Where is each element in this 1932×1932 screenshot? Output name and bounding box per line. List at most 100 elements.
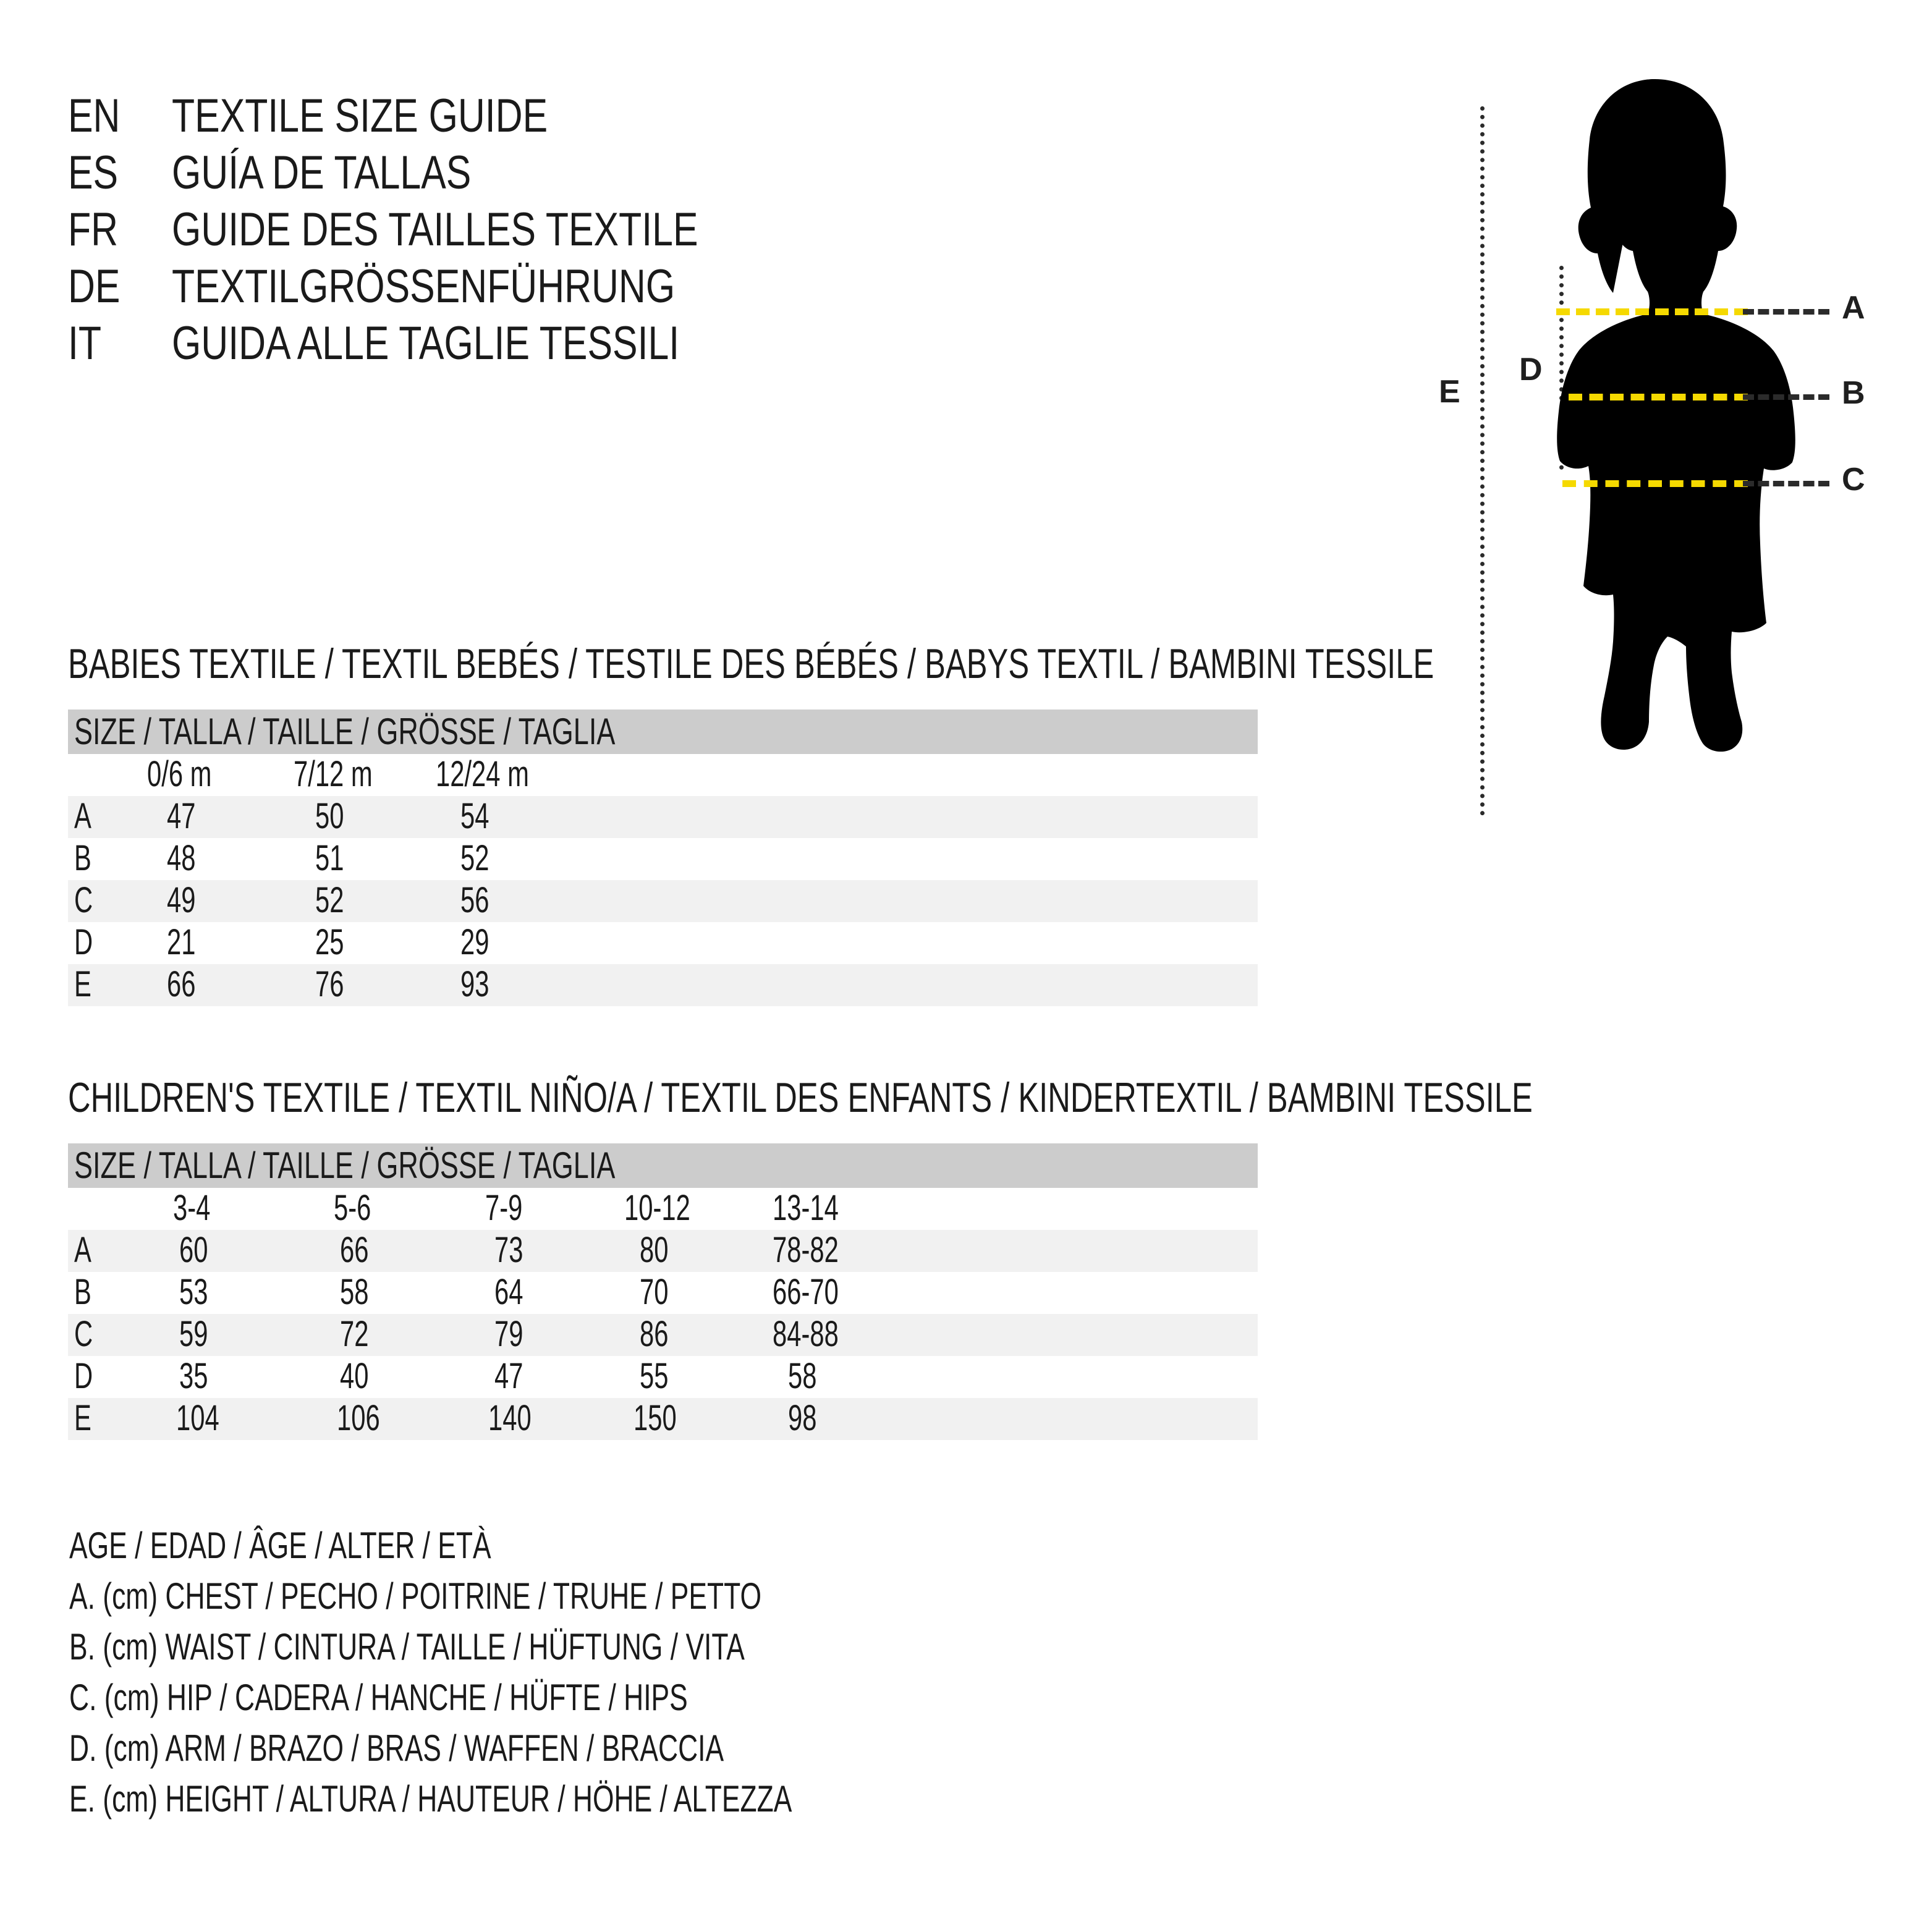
children-cell-a-0: 60 [179, 1230, 208, 1270]
children-cell-e-2: 140 [488, 1398, 532, 1438]
legend-item-d: D. (cm) ARM / BRAZO / BRAS / WAFFEN / BR… [69, 1727, 724, 1769]
language-row-fr: FR GUIDE DES TAILLES TEXTILE [68, 206, 1242, 263]
babies-size-table: SIZE / TALLA / TAILLE / GRÖSSE / TAGLIA … [68, 710, 1258, 1006]
marker-label-d: D [1519, 352, 1543, 388]
language-title-en: TEXTILE SIZE GUIDE [172, 90, 548, 142]
table-row: A 47 50 54 [68, 796, 1258, 838]
babies-cell-b-0: 48 [167, 838, 196, 878]
babies-column-header-row: 0/6 m 7/12 m 12/24 m [68, 754, 1258, 796]
children-cell-b-2: 64 [494, 1272, 523, 1312]
children-cell-d-0: 35 [179, 1356, 208, 1396]
table-row: E 104 106 140 150 98 [68, 1398, 1258, 1440]
children-cell-e-1: 106 [337, 1398, 380, 1438]
language-code-es: ES [68, 146, 119, 199]
children-size-table: SIZE / TALLA / TAILLE / GRÖSSE / TAGLIA … [68, 1143, 1258, 1440]
children-cell-a-2: 73 [494, 1230, 523, 1270]
children-cell-c-2: 79 [494, 1314, 523, 1354]
children-cell-d-4: 58 [788, 1356, 817, 1396]
children-column-header-row: 3-4 5-6 7-9 10-12 13-14 [68, 1188, 1258, 1230]
language-row-de: DE TEXTILGRÖSSENFÜHRUNG [68, 263, 1242, 320]
height-reference-line [1480, 106, 1485, 816]
babies-cell-d-0: 21 [167, 922, 196, 962]
children-row-label-d: D [74, 1356, 93, 1396]
marker-label-e: E [1439, 374, 1460, 410]
babies-cell-e-2: 93 [460, 964, 489, 1004]
child-silhouette-icon [1557, 79, 1795, 752]
waist-leader-line [1743, 394, 1829, 400]
children-cell-e-3: 150 [633, 1398, 677, 1438]
language-title-de: TEXTILGRÖSSENFÜHRUNG [172, 260, 676, 313]
babies-cell-c-0: 49 [167, 880, 196, 920]
children-row-label-a: A [74, 1230, 91, 1270]
babies-cell-c-2: 56 [460, 880, 489, 920]
children-cell-d-3: 55 [640, 1356, 669, 1396]
children-cell-c-4: 84-88 [773, 1314, 839, 1354]
language-code-en: EN [68, 90, 121, 142]
children-col-head-1: 5-6 [334, 1188, 371, 1228]
table-row: B 48 51 52 [68, 838, 1258, 880]
children-cell-b-4: 66-70 [773, 1272, 839, 1312]
children-col-head-0: 3-4 [173, 1188, 211, 1228]
children-cell-d-2: 47 [494, 1356, 523, 1396]
children-row-label-e: E [74, 1398, 91, 1438]
language-row-es: ES GUÍA DE TALLAS [68, 150, 1242, 206]
children-cell-b-1: 58 [340, 1272, 369, 1312]
legend-item-e: E. (cm) HEIGHT / ALTURA / HAUTEUR / HÖHE… [69, 1778, 792, 1820]
chest-leader-line [1743, 309, 1829, 315]
table-row: E 66 76 93 [68, 964, 1258, 1006]
children-col-head-3: 10-12 [624, 1188, 690, 1228]
babies-size-header-label: SIZE / TALLA / TAILLE / GRÖSSE / TAGLIA [74, 711, 616, 752]
children-cell-e-4: 98 [788, 1398, 817, 1438]
babies-cell-d-2: 29 [460, 922, 489, 962]
legend-item-b: B. (cm) WAIST / CINTURA / TAILLE / HÜFTU… [69, 1626, 745, 1667]
babies-cell-b-2: 52 [460, 838, 489, 878]
hip-leader-line [1743, 481, 1829, 486]
children-cell-b-3: 70 [640, 1272, 669, 1312]
children-col-head-2: 7-9 [485, 1188, 523, 1228]
language-title-es: GUÍA DE TALLAS [172, 146, 472, 199]
babies-size-header-bar: SIZE / TALLA / TAILLE / GRÖSSE / TAGLIA [68, 710, 1258, 754]
legend-heading: AGE / EDAD / ÂGE / ALTER / ETÀ [69, 1525, 491, 1566]
children-cell-c-0: 59 [179, 1314, 208, 1354]
children-cell-d-1: 40 [340, 1356, 369, 1396]
children-cell-e-0: 104 [176, 1398, 219, 1438]
babies-cell-c-1: 52 [315, 880, 344, 920]
children-size-header-bar: SIZE / TALLA / TAILLE / GRÖSSE / TAGLIA [68, 1143, 1258, 1188]
babies-col-head-1: 7/12 m [294, 754, 373, 794]
babies-cell-e-0: 66 [167, 964, 196, 1004]
language-row-en: EN TEXTILE SIZE GUIDE [68, 93, 1242, 150]
babies-cell-a-2: 54 [460, 796, 489, 836]
babies-col-head-0: 0/6 m [147, 754, 212, 794]
language-header-block: EN TEXTILE SIZE GUIDE ES GUÍA DE TALLAS … [68, 93, 1242, 377]
table-row: D 35 40 47 55 58 [68, 1356, 1258, 1398]
babies-row-label-c: C [74, 880, 93, 920]
table-row: A 60 66 73 80 78-82 [68, 1230, 1258, 1272]
table-row: D 21 25 29 [68, 922, 1258, 964]
measurement-diagram: A B C D E [1409, 74, 1904, 816]
children-cell-a-4: 78-82 [773, 1230, 839, 1270]
children-section-title: CHILDREN'S TEXTILE / TEXTIL NIÑO/A / TEX… [68, 1074, 1533, 1121]
waist-measure-line [1569, 394, 1748, 400]
babies-cell-e-1: 76 [315, 964, 344, 1004]
measurement-legend: AGE / EDAD / ÂGE / ALTER / ETÀ A. (cm) C… [69, 1527, 1046, 1831]
language-code-fr: FR [68, 203, 119, 256]
marker-label-c: C [1842, 462, 1865, 498]
hip-measure-line [1562, 480, 1748, 487]
children-row-label-c: C [74, 1314, 93, 1354]
babies-cell-b-1: 51 [315, 838, 344, 878]
children-cell-a-3: 80 [640, 1230, 669, 1270]
marker-label-b: B [1842, 375, 1865, 411]
children-size-header-label: SIZE / TALLA / TAILLE / GRÖSSE / TAGLIA [74, 1145, 616, 1186]
chest-measure-line [1556, 308, 1748, 315]
children-cell-b-0: 53 [179, 1272, 208, 1312]
children-row-label-b: B [74, 1272, 91, 1312]
babies-cell-a-1: 50 [315, 796, 344, 836]
language-row-it: IT GUIDA ALLE TAGLIE TESSILI [68, 320, 1242, 377]
children-col-head-4: 13-14 [773, 1188, 839, 1228]
table-row: C 59 72 79 86 84-88 [68, 1314, 1258, 1356]
table-row: B 53 58 64 70 66-70 [68, 1272, 1258, 1314]
babies-row-label-d: D [74, 922, 93, 962]
babies-cell-d-1: 25 [315, 922, 344, 962]
arm-reference-line [1559, 266, 1564, 470]
